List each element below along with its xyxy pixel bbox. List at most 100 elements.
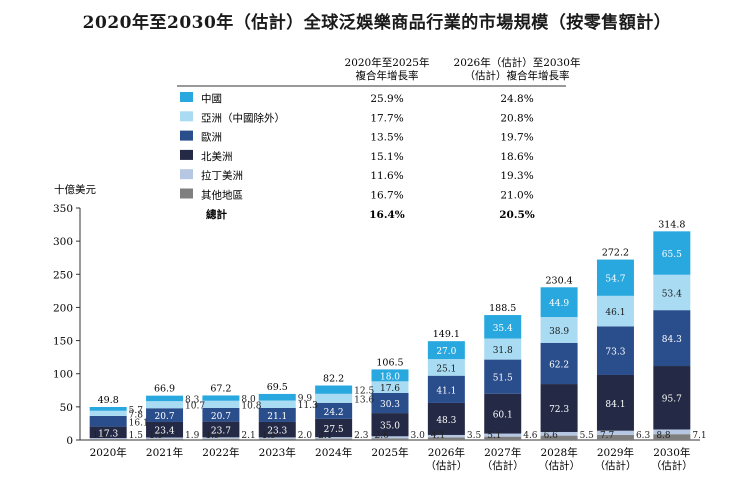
bar-segment xyxy=(540,342,578,385)
table-cagr2: 24.8% xyxy=(500,93,533,105)
bar-value-label: 1.9 xyxy=(205,431,220,441)
bar-segment xyxy=(540,435,578,440)
bar-segment xyxy=(427,402,465,435)
bar-value-label: 84.1 xyxy=(605,400,625,410)
x-tick-label: 2024年 xyxy=(315,446,352,459)
bar-total-label: 66.9 xyxy=(154,384,175,395)
chart-bars xyxy=(89,231,691,440)
bar-segment xyxy=(202,407,240,422)
bar-value-label: 72.3 xyxy=(549,405,569,415)
bar-segment xyxy=(653,366,691,430)
x-tick-label: （估計） xyxy=(651,459,693,472)
legend-label: 歐洲 xyxy=(201,131,222,144)
y-tick-label: 250 xyxy=(53,269,73,281)
bar-value-label: 44.9 xyxy=(549,299,569,309)
bar-segment xyxy=(653,310,691,367)
bar-segment xyxy=(484,338,522,360)
y-tick-label: 350 xyxy=(53,203,73,215)
bar-segment xyxy=(146,408,184,422)
bar-segment xyxy=(258,438,296,440)
legend-label: 拉丁美洲 xyxy=(201,169,243,182)
bar-segment xyxy=(371,369,409,382)
bar-segment xyxy=(146,401,184,409)
bar-segment xyxy=(540,384,578,432)
y-tick-label: 0 xyxy=(66,435,73,447)
bar-value-label: 1.9 xyxy=(149,431,164,441)
table-header-col1: 複合年增長率 xyxy=(356,69,419,82)
legend-swatch xyxy=(180,111,193,122)
bar-segment xyxy=(146,438,184,440)
bar-segment xyxy=(315,393,353,403)
bar-value-label: 1.5 xyxy=(129,431,144,441)
bar-value-label: 6.3 xyxy=(636,431,651,441)
bar-value-label: 8.8 xyxy=(656,431,671,441)
x-tick-label: 2026年 xyxy=(428,446,465,459)
bar-segment xyxy=(596,295,634,327)
bar-segment xyxy=(427,359,465,376)
bar-value-label: 9.9 xyxy=(298,394,313,404)
bar-value-label: 27.0 xyxy=(436,347,456,357)
y-tick-label: 300 xyxy=(53,236,73,248)
table-total-cagr2: 20.5% xyxy=(499,209,535,221)
bar-value-label: 24.2 xyxy=(324,408,344,418)
bar-segment xyxy=(258,421,296,438)
bar-value-label: 3.0 xyxy=(411,431,426,441)
bar-total-label: 69.5 xyxy=(267,382,288,393)
legend-swatch xyxy=(180,188,193,199)
bar-value-label: 95.7 xyxy=(662,395,682,405)
legend-label: 北美洲 xyxy=(201,150,233,163)
bar-segment xyxy=(371,393,409,414)
bar-value-label: 10.8 xyxy=(241,401,261,411)
bar-total-label: 314.8 xyxy=(658,219,685,230)
x-tick-label: 2030年 xyxy=(653,446,690,459)
bar-value-label: 8.0 xyxy=(241,395,256,405)
bar-segment xyxy=(315,437,353,439)
bar-segment xyxy=(146,437,184,439)
bar-segment xyxy=(89,415,127,427)
bar-value-label: 17.6 xyxy=(380,384,400,394)
bar-value-label: 23.3 xyxy=(267,427,287,437)
x-tick-label: 2022年 xyxy=(202,446,239,459)
bar-value-label: 18.0 xyxy=(380,372,400,382)
bar-segment xyxy=(258,407,296,422)
y-tick-label: 100 xyxy=(53,369,73,381)
table-cagr1: 25.9% xyxy=(370,93,403,105)
bar-segment xyxy=(371,438,409,440)
bar-segment xyxy=(258,437,296,439)
bar-value-label: 23.4 xyxy=(155,427,175,437)
bar-segment xyxy=(315,418,353,438)
bar-segment xyxy=(89,438,127,440)
y-tick-label: 50 xyxy=(60,402,73,414)
bar-value-label: 31.8 xyxy=(493,346,513,356)
x-tick-label: 2028年 xyxy=(540,446,577,459)
bar-value-label: 5.5 xyxy=(580,431,595,441)
bar-total-label: 106.5 xyxy=(376,357,403,368)
bar-total-label: 272.2 xyxy=(602,248,629,259)
x-tick-label: 2020年 xyxy=(90,446,127,459)
x-tick-label: 2023年 xyxy=(259,446,296,459)
bar-value-label: 16.1 xyxy=(129,418,149,428)
table-cagr2: 19.3% xyxy=(500,170,533,182)
bar-value-label: 27.5 xyxy=(324,425,344,435)
bar-value-label: 62.2 xyxy=(549,360,569,370)
bar-segment xyxy=(484,433,522,437)
bar-value-label: 3.5 xyxy=(467,431,482,441)
bar-segment xyxy=(258,400,296,408)
bar-segment xyxy=(484,393,522,434)
bar-value-label: 73.3 xyxy=(605,348,625,358)
bar-value-label: 35.4 xyxy=(493,324,513,334)
bar-segment xyxy=(371,413,409,437)
x-tick-label: （估計） xyxy=(425,459,467,472)
table-cagr2: 20.8% xyxy=(500,112,533,124)
bar-segment xyxy=(484,359,522,394)
bar-segment xyxy=(596,259,634,296)
x-tick-label: （估計） xyxy=(482,459,524,472)
bar-segment xyxy=(596,374,634,431)
x-tick-label: 2027年 xyxy=(484,446,521,459)
table-header-col2: （估計）複合年增長率 xyxy=(465,69,570,82)
bar-value-label: 17.3 xyxy=(98,429,118,439)
bar-value-label: 20.7 xyxy=(211,412,231,422)
bar-value-label: 2.0 xyxy=(298,431,313,441)
bar-total-label: 230.4 xyxy=(545,275,572,286)
